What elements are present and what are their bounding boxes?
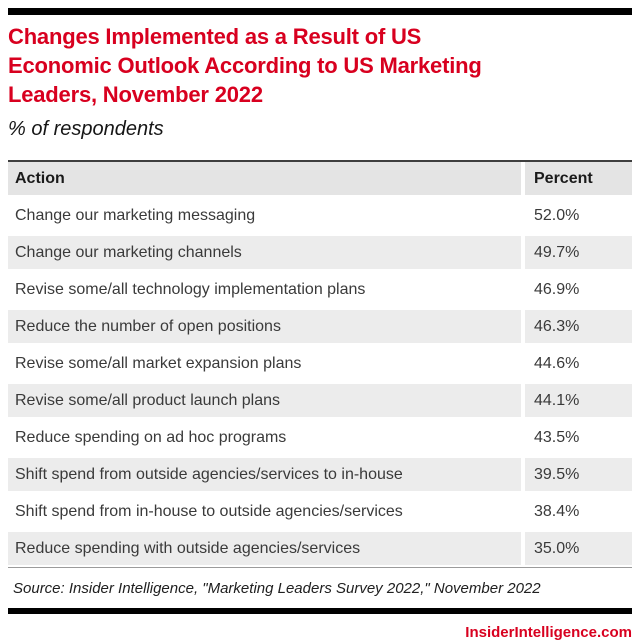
chart-title-line-1: Changes Implemented as a Result of US [8, 24, 422, 49]
data-table: Action Percent Change our marketing mess… [8, 162, 632, 567]
table-header-row: Action Percent [8, 162, 632, 197]
action-cell: Revise some/all product launch plans [8, 382, 521, 419]
chart-title-line-3: Leaders, November 2022 [8, 82, 263, 107]
table-row: Revise some/all product launch plans 44.… [8, 382, 632, 419]
table-row: Change our marketing channels 49.7% [8, 234, 632, 271]
percent-cell: 39.5% [521, 456, 632, 493]
column-header-action: Action [8, 162, 521, 197]
chart-title-line-2: Economic Outlook According to US Marketi… [8, 53, 482, 78]
data-table-container: Action Percent Change our marketing mess… [8, 160, 632, 568]
action-cell: Change our marketing channels [8, 234, 521, 271]
chart-title: Changes Implemented as a Result of US Ec… [8, 22, 632, 109]
action-cell: Reduce the number of open positions [8, 308, 521, 345]
bottom-rule-bar [8, 608, 632, 614]
action-cell: Revise some/all technology implementatio… [8, 271, 521, 308]
action-cell: Reduce spending with outside agencies/se… [8, 530, 521, 567]
percent-cell: 46.9% [521, 271, 632, 308]
action-cell: Shift spend from in-house to outside age… [8, 493, 521, 530]
chart-subtitle: % of respondents [8, 118, 164, 140]
action-cell: Shift spend from outside agencies/servic… [8, 456, 521, 493]
table-row: Change our marketing messaging 52.0% [8, 197, 632, 234]
percent-cell: 44.1% [521, 382, 632, 419]
table-row: Reduce spending on ad hoc programs 43.5% [8, 419, 632, 456]
percent-cell: 52.0% [521, 197, 632, 234]
top-rule-bar [8, 8, 632, 15]
percent-cell: 35.0% [521, 530, 632, 567]
action-cell: Change our marketing messaging [8, 197, 521, 234]
percent-cell: 38.4% [521, 493, 632, 530]
action-cell: Reduce spending on ad hoc programs [8, 419, 521, 456]
table-row: Shift spend from outside agencies/servic… [8, 456, 632, 493]
table-row: Shift spend from in-house to outside age… [8, 493, 632, 530]
table-row: Reduce the number of open positions 46.3… [8, 308, 632, 345]
table-row: Reduce spending with outside agencies/se… [8, 530, 632, 567]
percent-cell: 49.7% [521, 234, 632, 271]
table-body: Change our marketing messaging 52.0% Cha… [8, 197, 632, 567]
website-brand-text: InsiderIntelligence.com [465, 624, 632, 641]
percent-cell: 46.3% [521, 308, 632, 345]
source-note: Source: Insider Intelligence, "Marketing… [13, 580, 541, 597]
column-header-percent: Percent [521, 162, 632, 197]
chart-page: Changes Implemented as a Result of US Ec… [8, 8, 632, 641]
percent-cell: 44.6% [521, 345, 632, 382]
percent-cell: 43.5% [521, 419, 632, 456]
table-header: Action Percent [8, 162, 632, 197]
table-row: Revise some/all market expansion plans 4… [8, 345, 632, 382]
table-row: Revise some/all technology implementatio… [8, 271, 632, 308]
action-cell: Revise some/all market expansion plans [8, 345, 521, 382]
